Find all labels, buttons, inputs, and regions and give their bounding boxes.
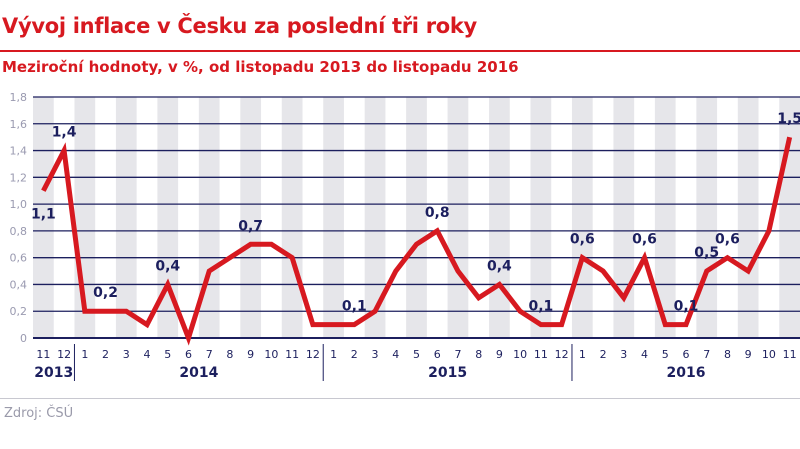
y-tick-label: 0,8 xyxy=(10,225,28,238)
x-tick-label: 9 xyxy=(745,348,752,361)
column-stripe xyxy=(323,97,344,338)
data-label: 0,8 xyxy=(425,205,450,221)
data-label: 0,5 xyxy=(694,245,719,261)
column-stripe xyxy=(33,97,54,338)
x-tick-label: 10 xyxy=(513,348,527,361)
column-stripe xyxy=(696,97,718,338)
data-label: 0,2 xyxy=(93,285,118,301)
y-tick-label: 0,6 xyxy=(10,252,28,265)
x-tick-label: 4 xyxy=(392,348,399,361)
x-tick-label: 3 xyxy=(123,348,130,361)
x-tick-label: 1 xyxy=(330,348,337,361)
chart-subtitle: Meziroční hodnoty, v %, od listopadu 201… xyxy=(2,58,519,76)
y-tick-label: 1,2 xyxy=(10,171,28,184)
column-stripe xyxy=(406,97,427,338)
x-tick-label: 8 xyxy=(724,348,731,361)
y-tick-label: 0 xyxy=(20,332,27,345)
x-tick-label: 8 xyxy=(226,348,233,361)
title-divider xyxy=(0,50,800,52)
y-tick-label: 1,8 xyxy=(10,91,28,104)
x-tick-label: 6 xyxy=(682,348,689,361)
x-tick-label: 7 xyxy=(703,348,710,361)
data-label: 0,1 xyxy=(528,299,553,315)
x-tick-label: 10 xyxy=(264,348,278,361)
source-note: Zdroj: ČSÚ xyxy=(4,406,74,421)
year-label: 2013 xyxy=(34,365,73,381)
x-tick-label: 3 xyxy=(372,348,379,361)
column-stripe xyxy=(281,97,303,338)
y-tick-label: 0,4 xyxy=(10,278,28,291)
y-tick-label: 1,0 xyxy=(10,198,28,211)
data-label: 0,6 xyxy=(632,232,657,248)
chart-title: Vývoj inflace v Česku za poslední tři ro… xyxy=(2,14,477,38)
x-tick-label: 6 xyxy=(185,348,192,361)
data-label: 1,5 xyxy=(777,111,800,127)
x-tick-label: 9 xyxy=(247,348,254,361)
x-tick-label: 2 xyxy=(102,348,109,361)
year-label: 2016 xyxy=(667,365,706,381)
x-tick-label: 9 xyxy=(496,348,503,361)
x-tick-label: 12 xyxy=(555,348,569,361)
data-label: 0,6 xyxy=(715,232,740,248)
footer-divider xyxy=(0,398,800,399)
data-label: 0,4 xyxy=(487,258,512,274)
x-tick-label: 2 xyxy=(351,348,358,361)
y-tick-label: 0,2 xyxy=(10,305,28,318)
column-stripe xyxy=(240,97,262,338)
x-tick-label: 8 xyxy=(475,348,482,361)
data-label: 0,4 xyxy=(155,258,180,274)
column-stripe xyxy=(654,97,676,338)
x-tick-label: 11 xyxy=(36,348,50,361)
column-stripe xyxy=(198,97,220,338)
data-label: 1,4 xyxy=(52,125,77,141)
data-label: 1,1 xyxy=(31,207,56,223)
x-tick-label: 10 xyxy=(762,348,776,361)
column-stripe xyxy=(364,97,386,338)
column-stripe xyxy=(779,97,800,338)
x-tick-label: 7 xyxy=(206,348,213,361)
column-stripe xyxy=(571,97,593,338)
column-stripe xyxy=(447,97,469,338)
column-stripe xyxy=(157,97,179,338)
x-tick-label: 3 xyxy=(620,348,627,361)
data-label: 0,1 xyxy=(674,299,699,315)
y-tick-label: 1,4 xyxy=(10,145,28,158)
column-stripe xyxy=(530,97,552,338)
data-label: 0,1 xyxy=(342,299,367,315)
x-tick-label: 12 xyxy=(57,348,71,361)
inflation-chart: 00,20,40,60,81,01,21,41,61,811 12 1 2 3 4 5 6 7 8… xyxy=(10,91,800,381)
column-stripe xyxy=(737,97,759,338)
x-tick-label: 1 xyxy=(579,348,586,361)
year-label: 2014 xyxy=(179,365,218,381)
x-tick-label: 2 xyxy=(600,348,607,361)
x-tick-label: 12 xyxy=(306,348,320,361)
x-tick-label: 11 xyxy=(783,348,797,361)
column-stripe xyxy=(489,97,510,338)
y-tick-label: 1,6 xyxy=(10,118,28,131)
x-tick-label: 5 xyxy=(413,348,420,361)
x-tick-label: 5 xyxy=(662,348,669,361)
x-tick-label: 11 xyxy=(534,348,548,361)
x-tick-label: 6 xyxy=(434,348,441,361)
column-stripe xyxy=(115,97,137,338)
data-label: 0,7 xyxy=(238,218,263,234)
x-tick-label: 5 xyxy=(164,348,171,361)
x-tick-label: 4 xyxy=(144,348,151,361)
x-tick-label: 7 xyxy=(454,348,461,361)
x-tick-label: 4 xyxy=(641,348,648,361)
year-label: 2015 xyxy=(428,365,467,381)
x-tick-label: 1 xyxy=(81,348,88,361)
data-label: 0,6 xyxy=(570,232,595,248)
x-tick-label: 11 xyxy=(285,348,299,361)
column-stripe xyxy=(613,97,635,338)
